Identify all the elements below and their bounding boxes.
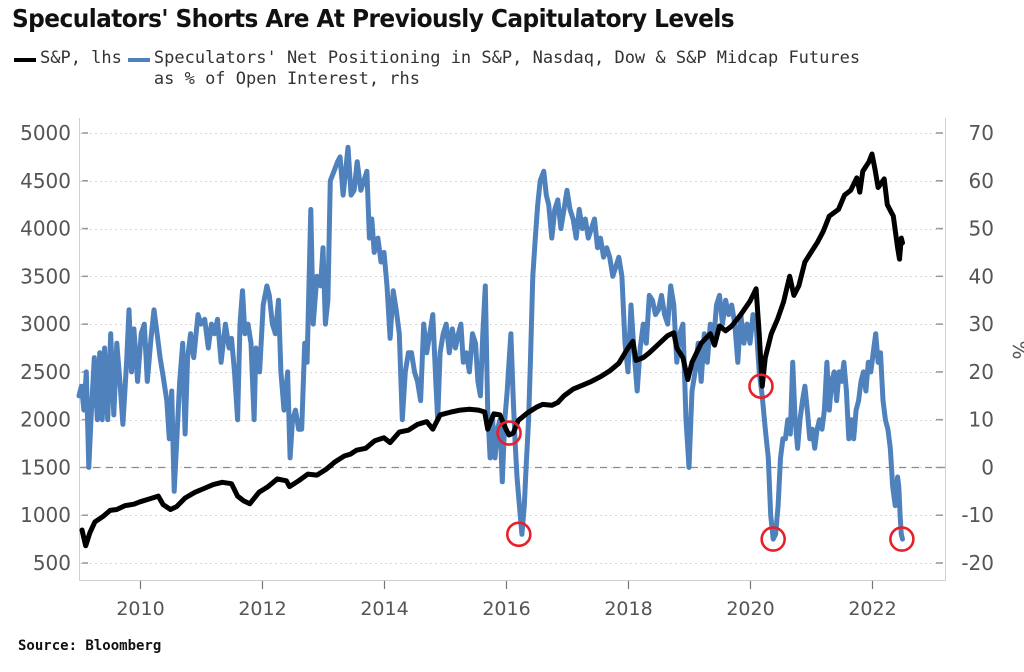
x-tick-label: 2022: [848, 598, 896, 620]
legend-label-positioning-line2: as % of Open Interest, rhs: [153, 69, 420, 89]
right-tick-label: 70: [969, 121, 994, 145]
left-tick-label: 5000: [20, 121, 71, 145]
annotation-circles: [496, 373, 915, 552]
highlight-circle: [760, 526, 786, 552]
x-ticks: 2010 2012 2014 2016 2018 2020 2022: [116, 581, 897, 620]
legend-item-positioning: Speculators' Net Positioning in S&P, Nas…: [127, 48, 860, 90]
highlight-circle: [496, 420, 522, 446]
source-note: Source: Bloomberg: [18, 638, 162, 654]
legend-label-positioning-line1: Speculators' Net Positioning in S&P, Nas…: [153, 48, 861, 68]
left-tick-label: 3000: [20, 312, 71, 336]
chart-title: Speculators' Shorts Are At Previously Ca…: [12, 4, 735, 33]
right-tick-label: 30: [969, 312, 994, 336]
left-y-ticks: 5000 4500 4000 3500 3000 2500 2000 1500 1000 500: [20, 121, 88, 575]
right-tick-label: 60: [969, 169, 994, 193]
right-tick-label: 0: [981, 455, 994, 479]
highlight-circle: [748, 373, 774, 400]
left-tick-label: 2500: [20, 360, 71, 384]
right-tick-label: -10: [961, 503, 994, 527]
left-tick-label: 1000: [20, 503, 71, 527]
legend: S&P, lhs Speculators' Net Positioning in…: [14, 48, 860, 90]
right-tick-label: 40: [969, 264, 994, 288]
left-tick-label: 4000: [20, 217, 71, 241]
left-tick-label: 2000: [20, 408, 71, 432]
right-y-ticks: 70 60 50 40 30 20 10 0 -10 -20: [936, 121, 994, 575]
positioning-line: [76, 144, 905, 542]
right-tick-label: 10: [969, 408, 994, 432]
right-tick-label: 20: [969, 360, 994, 384]
x-tick-label: 2012: [238, 598, 286, 620]
legend-label-positioning: Speculators' Net Positioning in S&P, Nas…: [154, 48, 860, 90]
highlight-circle: [889, 526, 915, 552]
right-axis-label: %: [1008, 340, 1024, 359]
legend-swatch-sp: [14, 58, 36, 62]
left-tick-label: 1500: [20, 455, 71, 479]
x-tick-label: 2014: [360, 598, 408, 620]
x-tick-label: 2018: [604, 598, 652, 620]
sp-line: [79, 151, 905, 549]
legend-label-sp: S&P, lhs: [40, 48, 122, 68]
series-positioning: [76, 144, 905, 542]
legend-item-sp: S&P, lhs: [14, 48, 122, 69]
right-tick-label: -20: [961, 551, 994, 575]
legend-swatch-positioning: [127, 58, 150, 62]
x-tick-label: 2020: [726, 598, 774, 620]
right-tick-label: 50: [969, 217, 994, 241]
left-tick-label: 4500: [20, 169, 71, 193]
x-tick-label: 2016: [482, 598, 530, 620]
left-tick-label: 500: [33, 551, 71, 575]
series-sp: [79, 151, 905, 549]
left-tick-label: 3500: [20, 264, 71, 288]
x-tick-label: 2010: [116, 598, 164, 620]
highlight-circle: [506, 521, 532, 548]
